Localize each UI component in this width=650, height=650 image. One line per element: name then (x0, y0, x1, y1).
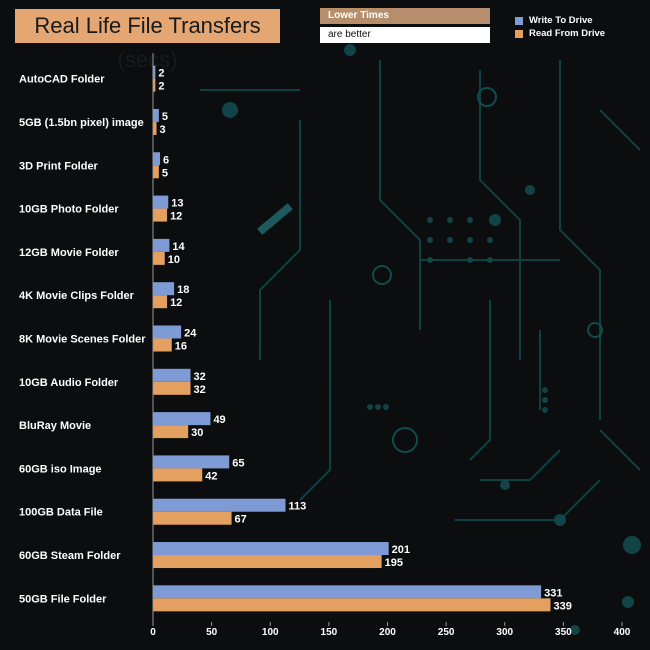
bar-write (153, 65, 156, 79)
bar-read (153, 425, 189, 439)
x-tick-label: 100 (262, 627, 279, 638)
bar-write (153, 498, 286, 512)
data-label-write: 5 (162, 111, 168, 123)
bar-read (153, 381, 191, 395)
data-label-write: 18 (177, 284, 189, 296)
note-lower-times: Lower Times (320, 8, 490, 24)
legend-swatch-read (515, 29, 523, 38)
bar-read (153, 208, 168, 222)
chart-title: Real Life File Transfers (secs) (15, 9, 280, 72)
bar-write (153, 152, 161, 166)
data-label-write: 13 (171, 198, 183, 210)
data-label-read: 195 (385, 557, 403, 569)
x-tick-label: 350 (555, 627, 572, 638)
data-label-write: 24 (184, 328, 197, 340)
category-label: 50GB File Folder (19, 593, 107, 605)
data-label-read: 32 (194, 384, 206, 396)
category-label: 10GB Photo Folder (19, 204, 119, 216)
bar-write (153, 238, 170, 252)
data-label-write: 201 (392, 544, 410, 556)
data-label-read: 339 (553, 600, 571, 612)
category-label: AutoCAD Folder (19, 74, 105, 86)
category-label: 3D Print Folder (19, 160, 99, 172)
bar-write (153, 108, 159, 122)
category-label: 8K Movie Scenes Folder (19, 334, 146, 346)
bar-read (153, 165, 159, 179)
bar-write (153, 455, 230, 469)
legend-label-read: Read From Drive (529, 28, 606, 39)
data-label-write: 2 (158, 68, 164, 80)
legend: Write To Drive Read From Drive (515, 14, 605, 40)
x-tick-label: 0 (150, 627, 156, 638)
data-label-write: 6 (163, 154, 169, 166)
data-label-read: 42 (205, 470, 217, 482)
data-label-read: 30 (191, 427, 203, 439)
data-label-read: 67 (235, 514, 247, 526)
legend-item-write: Write To Drive (515, 14, 605, 27)
bar-read (153, 338, 172, 352)
x-tick-label: 200 (379, 627, 396, 638)
legend-item-read: Read From Drive (515, 27, 605, 40)
data-label-write: 14 (172, 241, 185, 253)
data-label-write: 331 (544, 587, 562, 599)
bar-read (153, 251, 165, 265)
category-label: 5GB (1.5bn pixel) image (19, 117, 144, 129)
data-label-write: 49 (213, 414, 225, 426)
category-label: 100GB Data File (19, 507, 103, 519)
data-label-read: 10 (168, 254, 180, 266)
category-label: 10GB Audio Folder (19, 377, 119, 389)
category-label: BluRay Movie (19, 420, 91, 432)
bar-read (153, 511, 232, 525)
bar-read (153, 555, 382, 569)
x-tick-label: 250 (438, 627, 455, 638)
bar-write (153, 195, 169, 209)
data-label-read: 16 (175, 341, 187, 353)
category-label: 12GB Movie Folder (19, 247, 119, 259)
bar-write (153, 368, 191, 382)
category-label: 60GB Steam Folder (19, 550, 121, 562)
bar-write (153, 542, 389, 556)
legend-label-write: Write To Drive (529, 15, 593, 26)
bar-write (153, 412, 211, 426)
data-label-write: 65 (232, 457, 244, 469)
bar-read (153, 598, 551, 612)
bar-read (153, 121, 157, 135)
x-tick-label: 400 (614, 627, 631, 638)
data-label-read: 5 (162, 167, 168, 179)
bar-write (153, 282, 175, 296)
data-label-write: 32 (194, 371, 206, 383)
x-tick-label: 150 (321, 627, 338, 638)
x-tick-label: 50 (206, 627, 218, 638)
note-are-better: are better (320, 27, 490, 43)
bar-read (153, 295, 168, 309)
bar-write (153, 585, 542, 599)
data-label-read: 3 (160, 124, 166, 136)
category-label: 60GB iso Image (19, 463, 102, 475)
bar-read (153, 468, 203, 482)
legend-swatch-write (515, 16, 523, 25)
category-label: 4K Movie Clips Folder (19, 290, 135, 302)
bar-read (153, 78, 156, 92)
data-label-read: 2 (158, 81, 164, 93)
data-label-read: 12 (170, 211, 182, 223)
data-label-read: 12 (170, 297, 182, 309)
x-tick-label: 300 (496, 627, 513, 638)
bar-write (153, 325, 182, 339)
data-label-write: 113 (288, 501, 306, 513)
